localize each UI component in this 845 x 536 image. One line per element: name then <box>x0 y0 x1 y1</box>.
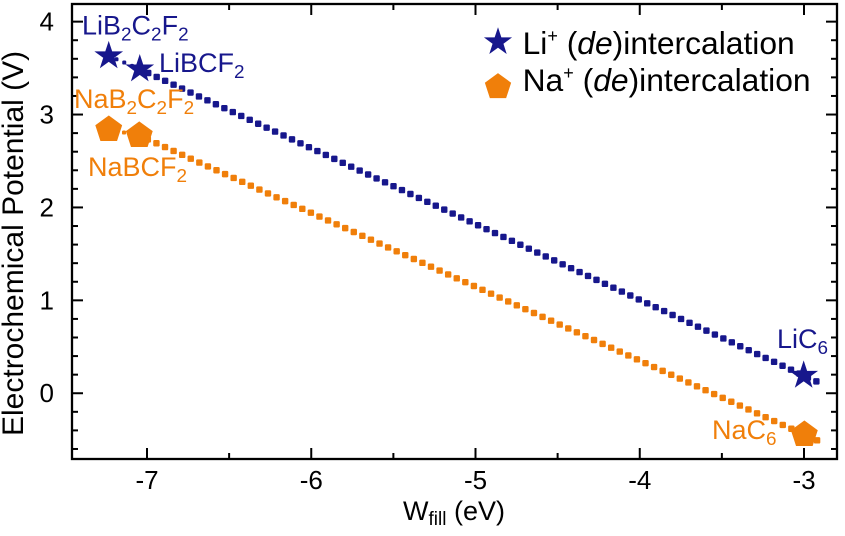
svg-text:Wfill (eV): Wfill (eV) <box>403 496 505 530</box>
svg-text:3: 3 <box>40 100 54 130</box>
svg-text:0: 0 <box>40 378 54 408</box>
svg-text:-4: -4 <box>628 465 651 495</box>
svg-text:-7: -7 <box>135 465 158 495</box>
svg-text:LiBCF2: LiBCF2 <box>159 48 245 83</box>
svg-text:1: 1 <box>40 285 54 315</box>
svg-text:NaBCF2: NaBCF2 <box>88 152 187 187</box>
svg-text:2: 2 <box>40 192 54 222</box>
svg-text:-6: -6 <box>300 465 323 495</box>
svg-text:4: 4 <box>40 7 54 37</box>
svg-text:Li+ (de)intercalation: Li+ (de)intercalation <box>523 25 795 61</box>
svg-text:-5: -5 <box>464 465 487 495</box>
svg-text:LiB2C2F2: LiB2C2F2 <box>82 11 189 46</box>
svg-text:-3: -3 <box>792 465 815 495</box>
svg-text:Electrochemical Potential (V): Electrochemical Potential (V) <box>0 51 30 436</box>
